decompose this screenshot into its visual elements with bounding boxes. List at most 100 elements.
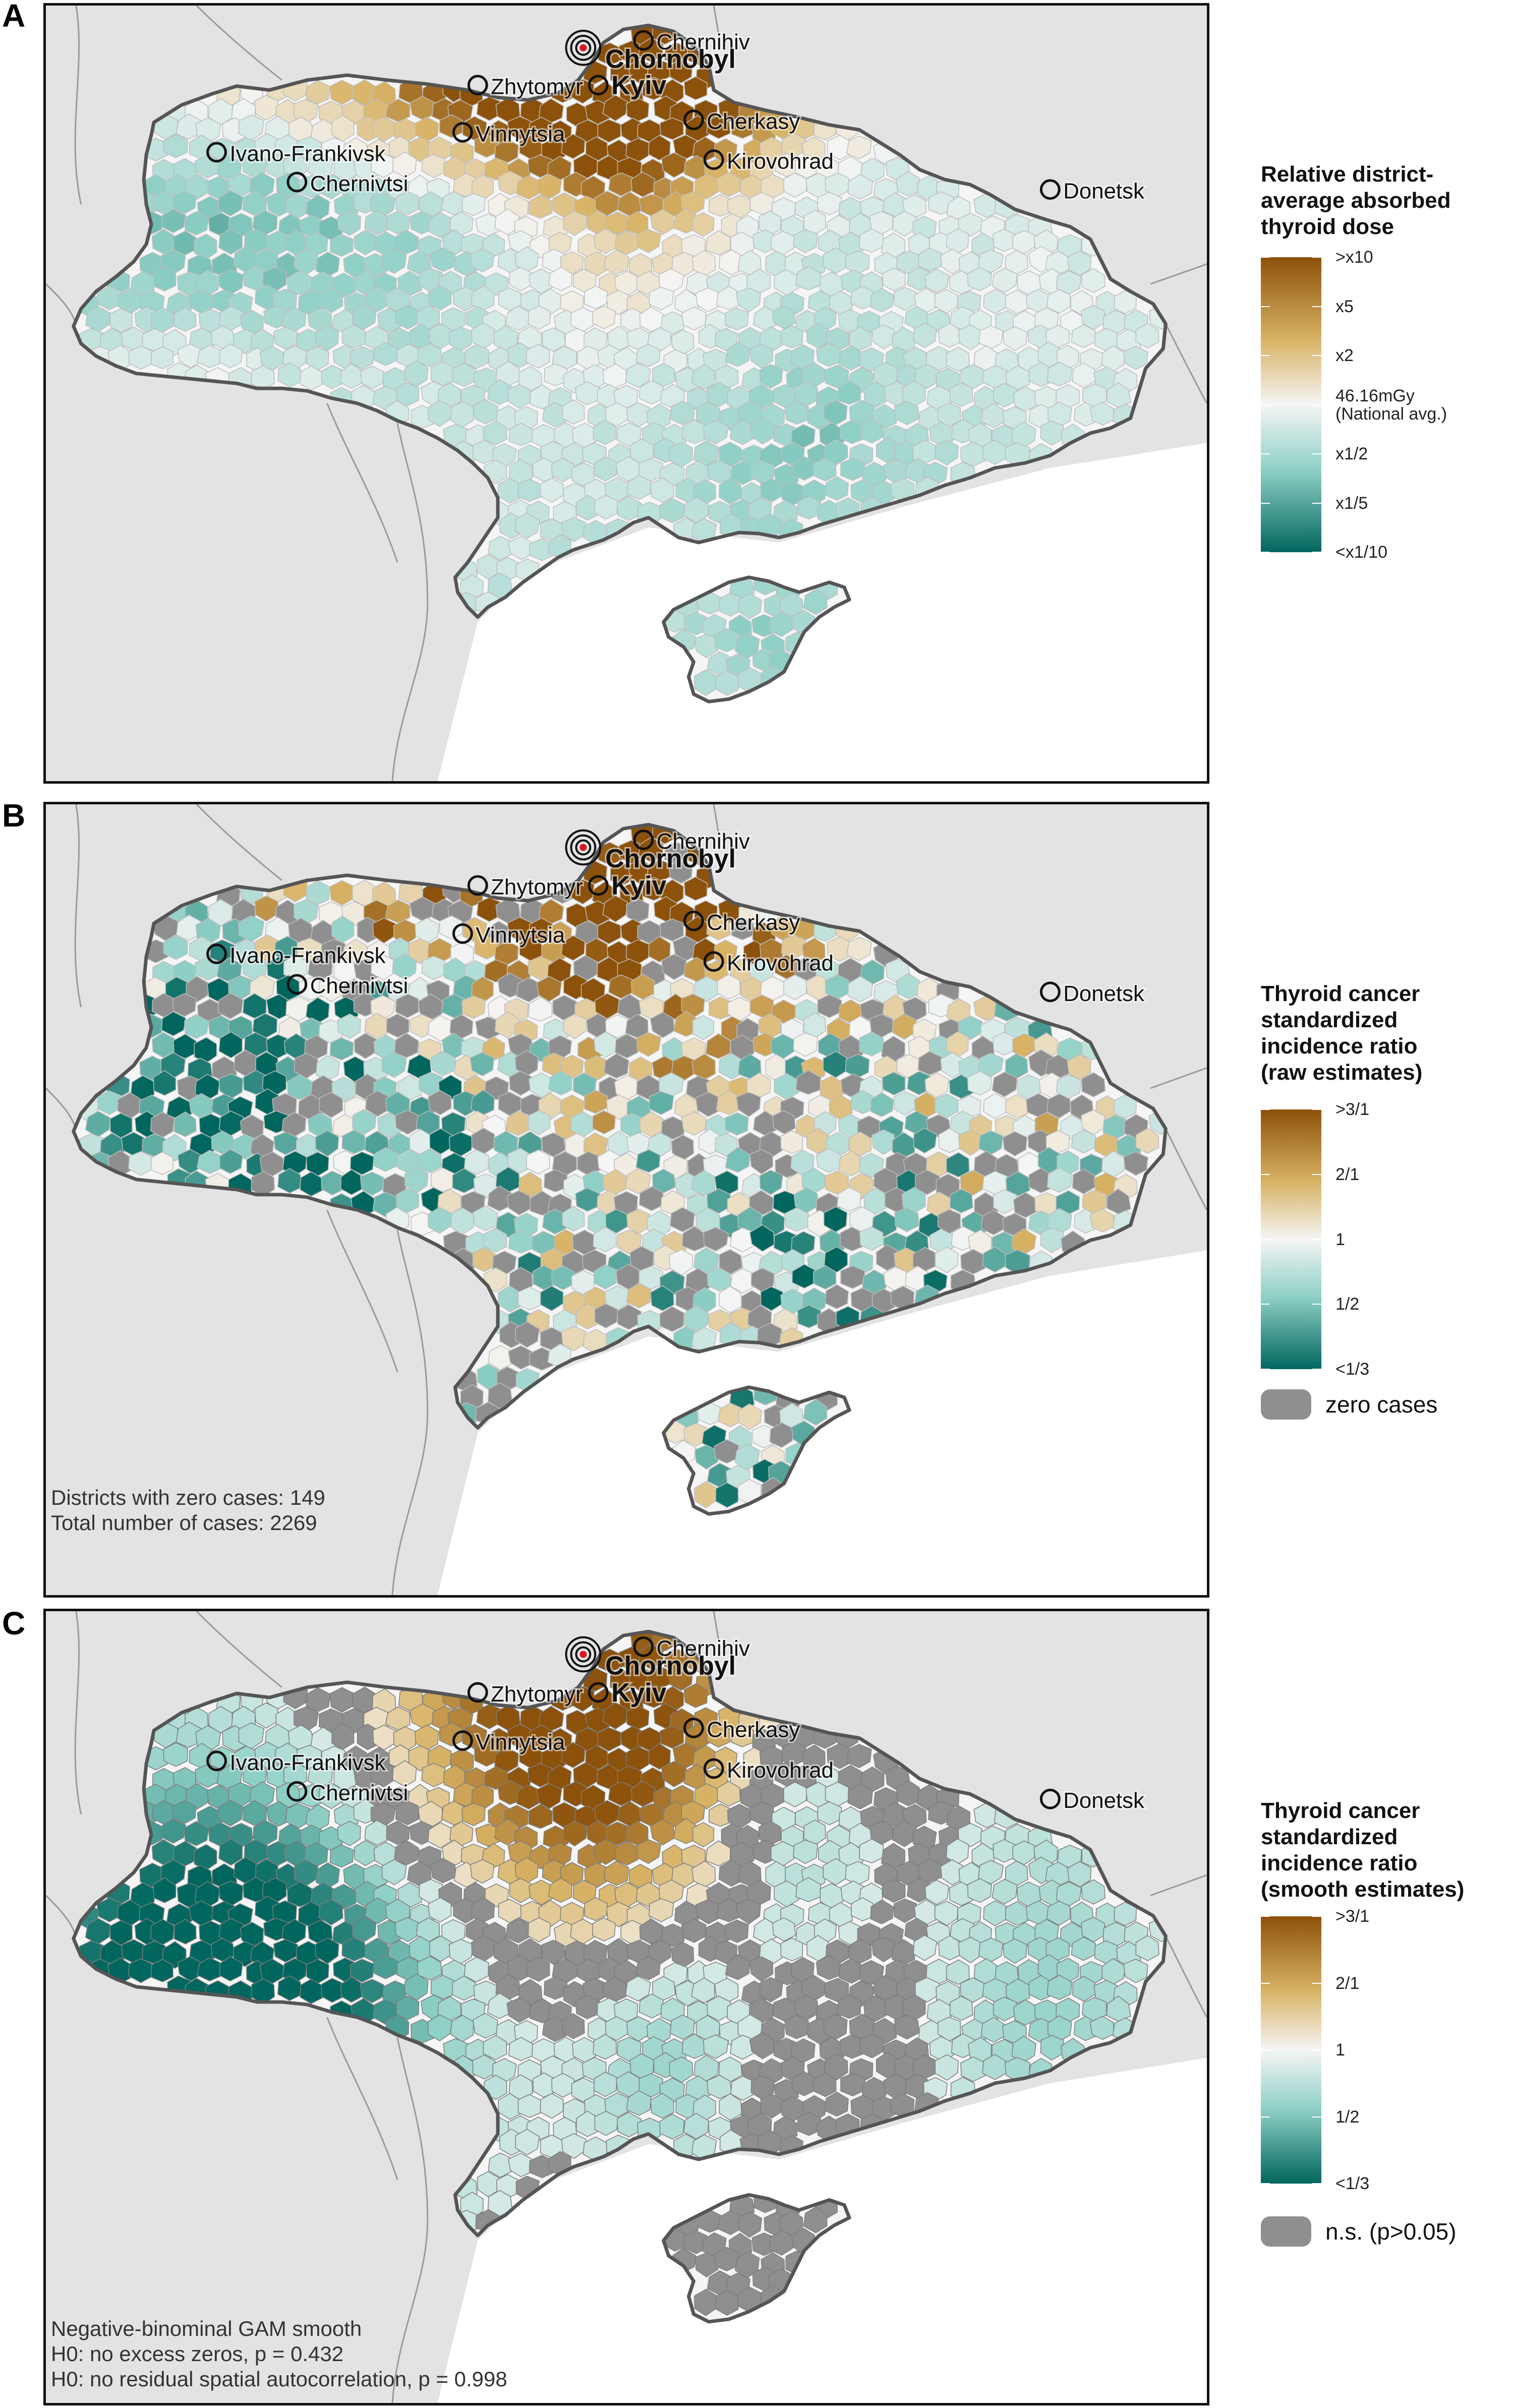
city-marker-chernihiv: Chernihiv	[633, 828, 751, 855]
district-cell	[825, 1978, 849, 2003]
district-cell	[617, 422, 642, 447]
district-cell	[1046, 289, 1071, 314]
district-cell	[993, 1996, 1017, 2022]
district-cell	[508, 2037, 534, 2061]
district-cell	[806, 322, 831, 349]
district-cell	[217, 190, 244, 217]
district-cell	[497, 972, 523, 998]
district-cell	[329, 234, 354, 257]
district-cell	[978, 1860, 1004, 1885]
district-cell	[604, 249, 629, 275]
district-cell	[1046, 1167, 1072, 1193]
district-cell	[913, 1934, 938, 1961]
district-cell	[692, 212, 715, 237]
district-cell	[660, 1725, 684, 1749]
city-marker-cherkasy: Cherkasy	[683, 108, 801, 136]
district-cell	[849, 1131, 872, 1156]
district-cell	[692, 1015, 715, 1040]
district-cell	[935, 1247, 959, 1273]
colorbar-tick-mark	[1312, 306, 1321, 307]
district-cell	[592, 1110, 616, 1135]
chornobyl-ring	[565, 30, 602, 66]
colorbar-tick-label: <x1/10	[1335, 543, 1388, 562]
neighbour-border	[326, 1209, 398, 1373]
district-cell	[561, 1742, 586, 1768]
district-cell	[541, 327, 566, 352]
district-cell	[593, 1226, 617, 1253]
legend-title-line: standardized	[1261, 1008, 1398, 1032]
district-cell	[1040, 2035, 1065, 2061]
district-cell	[544, 1976, 568, 2000]
district-cell	[749, 1149, 774, 1175]
district-cell	[660, 117, 684, 140]
district-cell	[592, 305, 616, 329]
district-cell	[817, 1801, 842, 1826]
district-cell	[472, 440, 496, 464]
district-cell	[915, 1977, 940, 2003]
district-cell	[797, 2112, 822, 2136]
district-cell	[526, 1149, 550, 1174]
colorbar-tick-mark	[1261, 404, 1270, 405]
district-cell	[980, 1209, 1006, 1236]
colorbar-tick-mark	[1261, 2116, 1270, 2118]
dose-legend-title: Relative district- average absorbed thyr…	[1261, 161, 1503, 240]
district-cell	[254, 895, 279, 922]
district-cell	[337, 1014, 361, 1039]
district-cell	[373, 1147, 399, 1172]
district-cell	[470, 1859, 495, 1884]
colorbar-tick-mark	[1261, 257, 1270, 258]
city-ring	[467, 75, 488, 96]
district-cell	[896, 170, 921, 197]
district-cell	[681, 1918, 707, 1943]
district-cell	[715, 1940, 738, 1964]
chornobyl-ring	[570, 1641, 597, 1668]
district-cell	[508, 2153, 534, 2178]
smooth-sir-legend-title: Thyroid cancer standardized incidence ra…	[1261, 1798, 1503, 1903]
district-cell	[307, 954, 333, 981]
district-cell	[642, 876, 667, 901]
district-cell	[518, 1171, 543, 1198]
country-border	[72, 823, 1168, 1430]
district-cell	[738, 593, 763, 620]
district-cell	[508, 536, 534, 560]
district-cell	[474, 134, 499, 158]
district-cell	[650, 1285, 675, 1312]
district-cell	[392, 953, 417, 980]
district-cell	[724, 1112, 749, 1136]
country-border	[662, 575, 851, 703]
district-cell	[749, 1224, 775, 1252]
district-cell	[992, 1072, 1018, 1097]
district-cell	[824, 439, 848, 465]
district-cell	[616, 2111, 642, 2138]
chornobyl-center-dot	[579, 44, 587, 51]
district-cell	[749, 418, 775, 445]
district-cell	[636, 1032, 662, 1057]
city-label: Kirovohrad	[727, 951, 834, 976]
district-cell	[593, 419, 617, 445]
ns-legend-item: n.s. (p>0.05)	[1261, 2216, 1457, 2247]
smooth-sir-map: Chernihiv Chornobyl Kyiv Zhytomyr Cherkasy Vi…	[43, 1609, 1209, 2405]
district-cell	[639, 1111, 664, 1138]
district-cell	[518, 366, 543, 392]
district-cell	[172, 1841, 197, 1866]
district-cell	[978, 249, 1004, 273]
district-cell	[993, 1189, 1017, 1214]
district-cell	[760, 2093, 784, 2119]
district-cell	[935, 2054, 959, 2081]
city-label: Chernivtsi	[310, 171, 409, 196]
district-cell	[967, 1878, 992, 1903]
district-cell	[924, 1880, 950, 1905]
district-cell	[597, 920, 621, 945]
district-cell	[625, 1168, 651, 1195]
district-cell	[540, 2093, 564, 2119]
district-cell	[584, 1897, 608, 1921]
district-cell	[509, 267, 534, 292]
city-ring	[633, 1636, 654, 1657]
ns-label: n.s. (p>0.05)	[1325, 2218, 1457, 2245]
city-ring	[703, 149, 724, 170]
city-label: Ivano-Frankivsk	[229, 943, 385, 968]
district-cell	[354, 229, 378, 256]
city-marker-ivano-frankivsk: Ivano-Frankivsk	[206, 942, 387, 969]
district-cell	[924, 268, 950, 293]
